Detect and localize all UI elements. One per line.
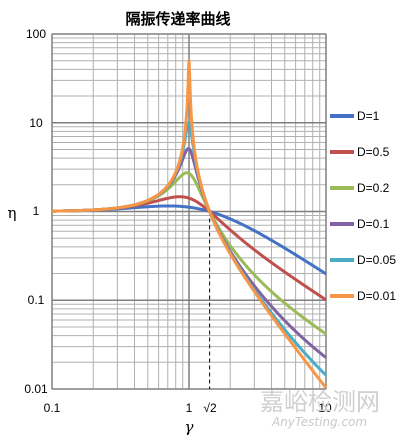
legend-label: D=1 [357, 109, 380, 123]
x-tick-label: 0.1 [44, 401, 61, 415]
x-tick-label: 10 [318, 401, 332, 415]
y-tick-label: 0.01 [24, 382, 48, 396]
watermark-url: AnyTesting.com [271, 415, 367, 429]
y-axis-label: η [8, 204, 17, 222]
y-tick-label: 1 [33, 204, 40, 218]
y-axis-ticks: 100 10 1 0.1 0.01 [24, 27, 48, 396]
x-axis-label: γ [185, 418, 194, 436]
legend-label: D=0.2 [357, 181, 390, 195]
x-axis-ticks: 0.1 1 √2 10 [44, 401, 332, 415]
legend-label: D=0.1 [357, 217, 390, 231]
legend-label: D=0.5 [357, 145, 390, 159]
x-tick-label-sqrt2: √2 [203, 401, 217, 415]
watermark-text: 嘉峪检测网 [260, 388, 380, 416]
series-layer [50, 59, 328, 389]
legend-label: D=0.05 [357, 253, 396, 267]
x-tick-label: 1 [186, 401, 193, 415]
legend-label: D=0.01 [357, 289, 396, 303]
y-tick-label: 0.1 [28, 293, 45, 307]
y-tick-label: 100 [26, 27, 46, 41]
legend: D=1 D=0.5 D=0.2 D=0.1 D=0.05 D=0.01 [330, 109, 396, 303]
series-line-d-0-01 [50, 59, 328, 389]
chart-title: 隔振传递率曲线 [125, 10, 230, 28]
y-tick-label: 10 [29, 116, 43, 130]
